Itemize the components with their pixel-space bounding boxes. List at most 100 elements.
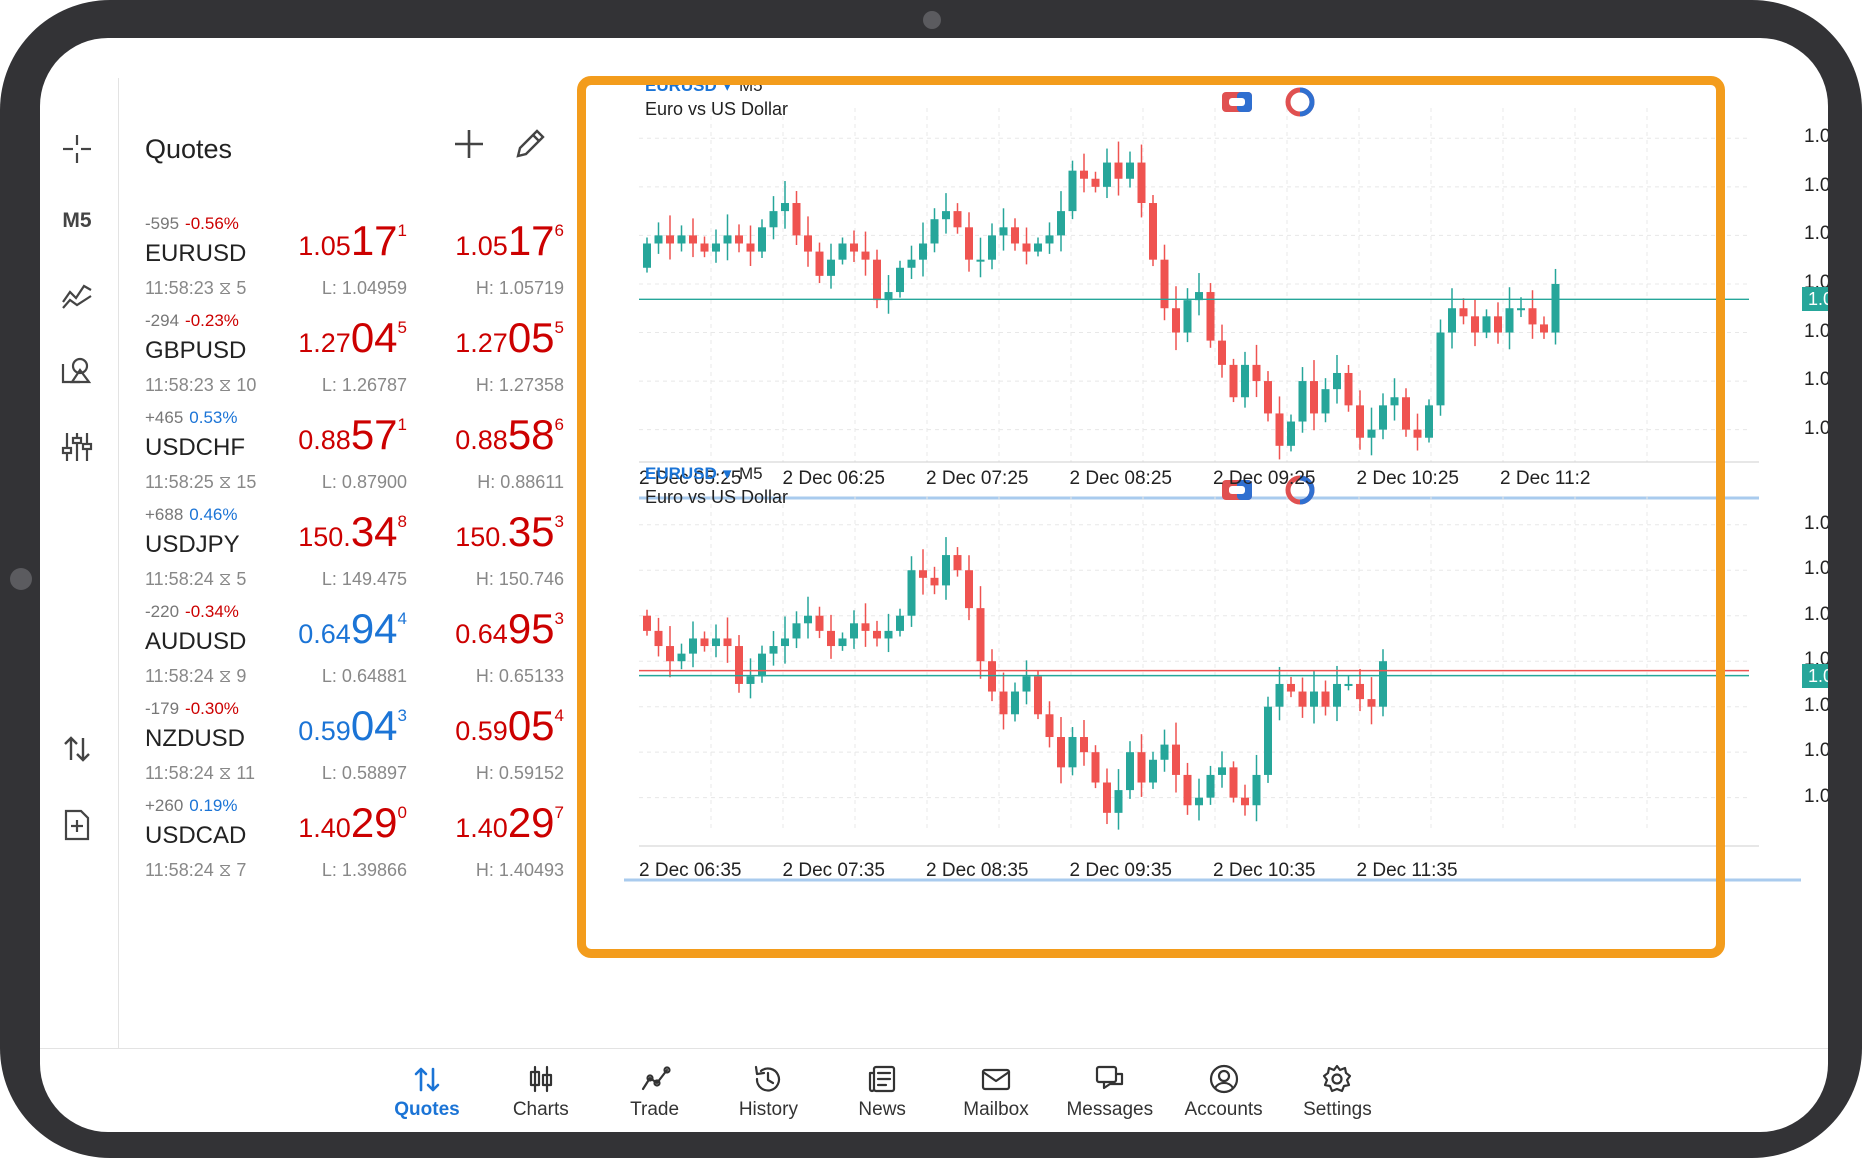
nav-label: Messages	[1066, 1099, 1154, 1120]
bid-price[interactable]: 1.40290	[298, 802, 407, 844]
dropdown-caret-icon[interactable]: ▾	[723, 464, 732, 483]
timeframe-button[interactable]: M5	[54, 198, 100, 244]
chart-symbol[interactable]: EURUSD	[645, 464, 717, 483]
side-button	[10, 568, 32, 590]
bid-price-main: 0.64	[298, 619, 351, 649]
objects-icon[interactable]	[54, 348, 100, 394]
charts-area: 1.053701.053101.052501.051901.051301.050…	[567, 70, 1828, 1050]
quote-high: H: 1.05719	[475, 278, 564, 298]
candle	[1218, 767, 1226, 775]
bid-price[interactable]: 0.88571	[298, 414, 407, 456]
dropdown-caret-icon[interactable]: ▾	[723, 76, 732, 95]
candle	[976, 259, 985, 262]
add-symbol-button[interactable]	[445, 120, 493, 168]
bid-price[interactable]: 0.64944	[298, 608, 407, 650]
quote-spread: 5	[236, 278, 247, 298]
chart-timeframe[interactable]: M5	[739, 76, 763, 95]
crosshair-icon[interactable]	[54, 126, 100, 172]
quote-row[interactable]: +465 0.53% USDCHF 11:58:25 ⧖ 15 0.88571 0.885…	[120, 400, 567, 515]
candle	[712, 638, 720, 647]
market-depth-icon[interactable]	[1285, 475, 1315, 505]
bottom-nav: Quotes Charts Trade History News Mailbox Messa…	[40, 1048, 1828, 1132]
candle	[1045, 714, 1054, 738]
chart-timeframe[interactable]: M5	[739, 464, 763, 483]
candle	[1344, 683, 1353, 686]
candle	[666, 646, 674, 662]
bid-price-sup: 0	[397, 803, 407, 822]
quote-time-value: 11:58:24	[145, 860, 214, 880]
quote-time-value: 11:58:23	[145, 375, 214, 395]
bid-price[interactable]: 1.27045	[298, 317, 407, 359]
market-depth-icon[interactable]	[1285, 87, 1315, 117]
quote-symbol: USDJPY	[145, 531, 240, 558]
one-click-trading-icon[interactable]	[1222, 480, 1252, 500]
nav-settings[interactable]: Settings	[1282, 1063, 1392, 1129]
new-order-icon[interactable]	[54, 802, 100, 848]
quote-row[interactable]: -294 -0.23% GBPUSD 11:58:23 ⧖ 10 1.27045 1.27…	[120, 303, 567, 418]
bid-price[interactable]: 150.348	[298, 511, 407, 553]
settings-sliders-icon[interactable]	[54, 424, 100, 470]
candle	[1459, 308, 1468, 317]
ask-price[interactable]: 1.05176	[455, 220, 564, 262]
indicators-icon[interactable]	[54, 272, 100, 318]
candle	[827, 630, 835, 647]
bid-price[interactable]: 0.59043	[298, 705, 407, 747]
ask-price[interactable]: 1.27055	[455, 317, 564, 359]
ask-price[interactable]: 0.64953	[455, 608, 564, 650]
trade-arrows-icon[interactable]	[54, 726, 100, 772]
candle	[1068, 737, 1077, 768]
ask-price[interactable]: 0.59054	[455, 705, 564, 747]
ask-price[interactable]: 0.88586	[455, 414, 564, 456]
nav-trade[interactable]: Trade	[600, 1063, 710, 1129]
quote-row[interactable]: -220 -0.34% AUDUSD 11:58:24 ⧖ 9 0.64944 0.649…	[120, 594, 567, 709]
candle	[1034, 243, 1042, 252]
quote-spread: 11	[236, 763, 256, 783]
nav-accounts[interactable]: Accounts	[1169, 1063, 1279, 1129]
spread-icon: ⧖	[213, 860, 237, 880]
quote-change-percent: 0.46%	[189, 505, 238, 524]
chart-symbol[interactable]: EURUSD	[645, 76, 717, 95]
history-icon	[755, 1065, 781, 1092]
spread-icon: ⧖	[213, 472, 237, 492]
nav-messages[interactable]: Messages	[1055, 1063, 1165, 1129]
nav-news[interactable]: News	[827, 1063, 937, 1129]
candle	[758, 227, 766, 252]
time-axis-label: 2 Dec 09:25	[1213, 468, 1316, 489]
nav-quotes[interactable]: Quotes	[372, 1063, 482, 1129]
quote-change-percent: -0.56%	[185, 214, 239, 233]
ask-price[interactable]: 150.353	[455, 511, 564, 553]
candle	[781, 638, 789, 647]
quote-change-points: +688	[145, 505, 184, 524]
quote-high: H: 1.27358	[475, 375, 564, 395]
quote-change-points: -294	[145, 311, 180, 330]
candle	[850, 623, 858, 639]
edit-quotes-button[interactable]	[506, 120, 554, 168]
quotes-icon	[414, 1067, 440, 1092]
quote-change-points: +465	[145, 408, 184, 427]
price-axis-label: 1.05130	[1804, 320, 1828, 342]
bid-price[interactable]: 1.05171	[298, 220, 407, 262]
quote-row[interactable]: -595 -0.56% EURUSD 11:58:23 ⧖ 5 1.05171 1.051…	[120, 206, 567, 321]
price-axis-label: 1.05070	[1804, 369, 1828, 391]
quote-low: L: 149.475	[321, 569, 407, 589]
ask-price-big: 05	[507, 314, 555, 361]
ask-price-big: 17	[507, 217, 555, 264]
bid-price-main: 0.88	[298, 425, 351, 455]
price-axis-label: 1.05250	[1804, 223, 1828, 245]
nav-charts[interactable]: Charts	[486, 1063, 596, 1129]
ask-price[interactable]: 1.40297	[455, 802, 564, 844]
one-click-trading-icon[interactable]	[1222, 92, 1252, 112]
candle	[976, 608, 985, 662]
time-axis-label: 2 Dec 08:35	[926, 860, 1029, 881]
time-axis-label: 2 Dec 07:25	[926, 468, 1029, 489]
charts-canvas[interactable]	[567, 70, 1828, 1050]
quote-row[interactable]: +688 0.46% USDJPY 11:58:24 ⧖ 5 150.348 150.35…	[120, 497, 567, 612]
quote-change: +260 0.19%	[145, 796, 238, 816]
candle	[861, 623, 870, 631]
candle	[896, 267, 904, 293]
nav-mailbox[interactable]: Mailbox	[941, 1063, 1051, 1129]
quote-row[interactable]: -179 -0.30% NZDUSD 11:58:24 ⧖ 11 0.59043 0.59…	[120, 691, 567, 806]
quote-row[interactable]: +260 0.19% USDCAD 11:58:24 ⧖ 7 1.40290 1.4029…	[120, 788, 567, 903]
accounts-icon	[1209, 1064, 1238, 1094]
nav-history[interactable]: History	[713, 1063, 823, 1129]
